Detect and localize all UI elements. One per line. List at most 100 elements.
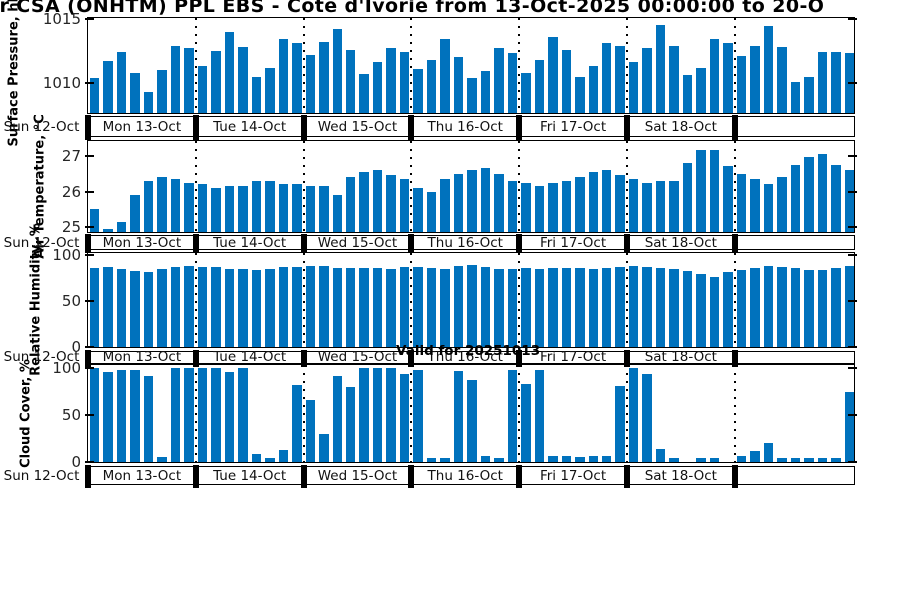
bar: [170, 368, 181, 462]
day-boundary-tick: [85, 234, 91, 253]
axis-tick: [85, 190, 94, 193]
bar: [548, 36, 558, 113]
y-tick-label: 26: [61, 182, 81, 201]
bar: [413, 370, 423, 462]
axis-tick: [848, 414, 857, 417]
bar: [467, 380, 477, 462]
bar: [399, 52, 410, 113]
bar: [197, 184, 208, 232]
day-boundary-tick: [192, 465, 199, 488]
bar: [211, 368, 221, 462]
bar: [736, 56, 747, 113]
bar: [170, 45, 181, 113]
bar: [777, 266, 787, 347]
bar: [831, 267, 841, 347]
bar: [655, 25, 666, 113]
bar: [777, 458, 787, 462]
bar: [197, 368, 208, 462]
bar: [507, 180, 518, 232]
y-tick-label: 27: [61, 146, 81, 165]
axis-tick: [848, 346, 857, 348]
bar: [521, 384, 531, 462]
bar: [602, 456, 612, 462]
day-separator-line: [302, 141, 305, 232]
valid-for-label: Valid for 20251013: [396, 343, 541, 359]
bar: [116, 221, 127, 232]
day-boundary-tick: [192, 115, 199, 140]
chart-title: or CSA (ONHTM) PPL EBS - Cote d'Ivorie f…: [0, 0, 825, 17]
day-boundary-tick: [192, 234, 199, 253]
day-boundary-tick: [408, 115, 415, 140]
bar: [143, 91, 154, 113]
day-separator-line: [518, 18, 521, 113]
day-boundary-tick: [85, 115, 91, 140]
day-boundary-tick: [623, 465, 630, 488]
day-label-cell: [735, 467, 856, 484]
day-boundary-tick: [85, 349, 91, 367]
y-axis-label: Cloud Cover, %: [18, 358, 34, 468]
axis-tick: [848, 253, 857, 256]
day-boundary-tick: [408, 465, 415, 488]
bar: [386, 48, 396, 113]
day-boundary-tick: [623, 349, 630, 367]
bar: [750, 267, 760, 347]
day-label-cell: Sat 18-Oct: [644, 467, 717, 484]
bar: [804, 76, 814, 113]
bar: [332, 29, 342, 113]
bar: [709, 39, 720, 113]
bar: [548, 182, 558, 232]
bar: [399, 266, 410, 347]
bar: [723, 43, 733, 113]
bar: [426, 59, 437, 113]
bar: [386, 368, 396, 462]
bar: [588, 456, 598, 462]
bar: [669, 268, 679, 347]
axis-tick: [85, 414, 94, 417]
bar: [763, 443, 774, 462]
day-label-cell: [735, 352, 856, 364]
bar: [157, 268, 167, 347]
axis-tick: [848, 190, 857, 193]
y-tick-label: 50: [61, 291, 81, 310]
bar: [265, 67, 275, 113]
bar: [386, 175, 396, 232]
bar: [777, 177, 787, 232]
bar: [143, 180, 154, 232]
bar: [615, 45, 625, 113]
bar: [305, 186, 316, 232]
day-boundary-tick: [85, 465, 91, 488]
bar: [278, 449, 289, 462]
left-day-label: Sun 12-Oct: [3, 234, 80, 251]
axis-tick: [85, 81, 94, 84]
day-boundary-tick: [623, 234, 630, 253]
day-separator-line: [194, 18, 197, 113]
day-boundary-tick: [731, 115, 738, 140]
bar: [292, 266, 302, 347]
y-tick-label: 0: [71, 453, 81, 471]
axis-tick: [848, 367, 857, 370]
bar: [575, 177, 585, 232]
bar: [575, 76, 585, 113]
bar: [143, 272, 154, 347]
bar: [103, 266, 113, 347]
day-boundary-tick: [408, 349, 415, 367]
bar: [682, 162, 693, 232]
bar: [184, 182, 194, 232]
bar: [130, 195, 140, 232]
bar: [494, 458, 504, 462]
bar: [831, 458, 841, 462]
bar: [723, 272, 733, 347]
bar: [90, 209, 100, 232]
bar: [655, 448, 666, 462]
axis-tick: [85, 17, 94, 20]
bar: [372, 267, 383, 347]
bar: [332, 375, 342, 462]
bar: [507, 268, 518, 347]
bar: [750, 178, 760, 232]
bar: [319, 186, 329, 232]
left-day-label: Sun 12-Oct: [3, 467, 80, 484]
bar: [251, 453, 262, 462]
day-label-cell: Sat 18-Oct: [644, 234, 717, 251]
bar: [319, 41, 329, 113]
